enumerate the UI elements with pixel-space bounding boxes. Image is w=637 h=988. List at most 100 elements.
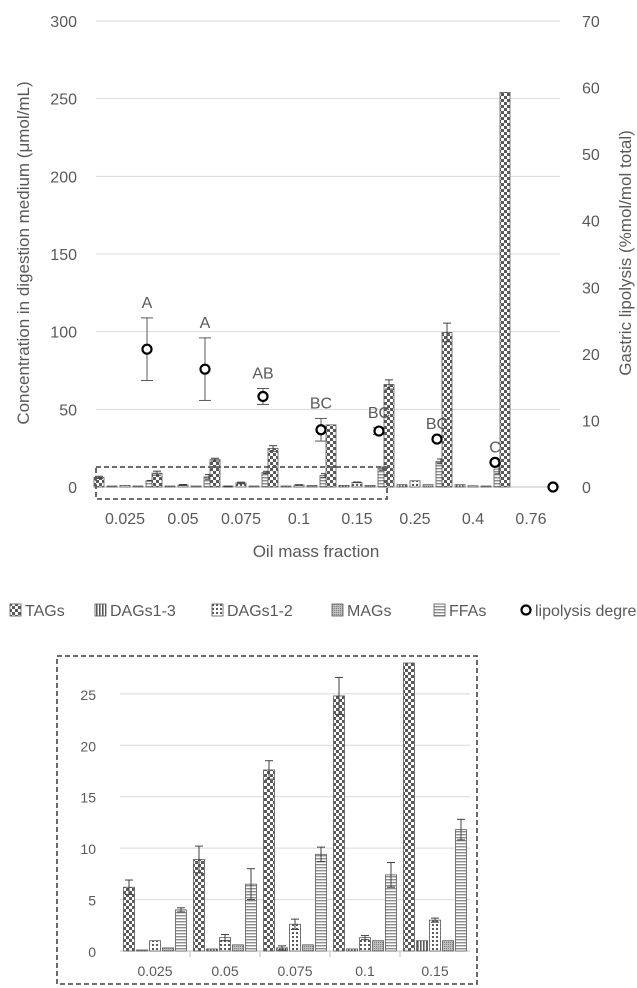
- significance-letter: AB: [252, 365, 273, 382]
- significance-letter: BC: [368, 405, 390, 422]
- main-bar-tags: [209, 459, 221, 488]
- main-bar-tags: [383, 384, 395, 488]
- inset-bar-dags1-3: [346, 948, 358, 952]
- legend-label-dags1-2: DAGs1-2: [227, 603, 293, 620]
- inset-bar-mags: [372, 940, 384, 952]
- legend: TAGs DAGs1-3 DAGs1-2 MAGs FFAs lipolysis degr…: [9, 603, 637, 620]
- main-bar-dags1-3: [164, 485, 176, 488]
- legend-marker-mags: [331, 603, 344, 617]
- main-bar-mags: [480, 485, 492, 488]
- main-x-tick-label: 0.4: [462, 511, 484, 528]
- inset-y-tick-label: 5: [88, 893, 96, 909]
- inset-chart: 0 5 10 15 20 25 0.025 0.05 0.075 0.1 0.15: [56, 655, 478, 985]
- zoom-region-box: [95, 466, 388, 500]
- significance-letter: BC: [426, 416, 448, 433]
- main-y-tick-label: 250: [50, 92, 77, 109]
- inset-y-tick-label: 20: [80, 738, 96, 754]
- main-bar-dags1-3: [106, 485, 118, 488]
- main-bar-dags1-3: [454, 484, 466, 488]
- lipolysis-degree-point: [489, 456, 501, 468]
- inset-x-tick-label: 0.1: [355, 963, 375, 979]
- main-y2-tick-label: 0: [582, 480, 591, 497]
- legend-label-dags1-3: DAGs1-3: [110, 603, 176, 620]
- inset-x-tick-label: 0.15: [421, 963, 448, 979]
- main-y-tick-label: 150: [50, 247, 77, 264]
- main-x-tick-label: 0.025: [105, 511, 145, 528]
- inset-bar-dags1-2: [149, 940, 161, 952]
- lipolysis-degree-point: [315, 424, 327, 436]
- main-chart: 0 50 100 150 200 250 300 0 10 20 30 40 50 60 70 0.025…: [14, 14, 635, 561]
- inset-bar-tags: [333, 695, 345, 952]
- main-x-tick-label: 0.075: [221, 511, 261, 528]
- main-bar-tags: [325, 424, 337, 488]
- main-x-tick-label: 0.25: [399, 511, 430, 528]
- main-bar-mags: [248, 485, 260, 488]
- inset-y-tick-label: 25: [80, 687, 96, 703]
- inset-x-tick-label: 0.05: [211, 963, 238, 979]
- inset-x-axis-ticks: 0.025 0.05 0.075 0.1 0.15: [137, 951, 449, 979]
- inset-bar-mags: [302, 944, 314, 952]
- main-bar-mags: [132, 485, 144, 488]
- main-x-tick-label: 0.15: [341, 511, 372, 528]
- main-x-tick-label: 0.1: [288, 511, 310, 528]
- main-bar-mags: [364, 485, 376, 488]
- main-bar-tags: [499, 92, 511, 488]
- legend-marker-dags1-2: [211, 603, 224, 617]
- inset-bar-ffas: [315, 853, 327, 952]
- lipolysis-degree-point: [199, 363, 211, 375]
- main-x-tick-label: 0.05: [167, 511, 198, 528]
- legend-marker-lipolysis-degree: [520, 604, 532, 616]
- main-y2-tick-label: 70: [582, 14, 600, 31]
- inset-bar-tags: [403, 662, 415, 952]
- main-bar-dags1-3: [280, 485, 292, 488]
- main-bar-dags1-3: [396, 484, 408, 488]
- main-y2-tick-label: 30: [582, 280, 600, 297]
- inset-x-tick-label: 0.025: [137, 963, 172, 979]
- significance-letter: A: [200, 315, 211, 332]
- legend-label-tags: TAGs: [25, 603, 65, 620]
- inset-bar-dags1-3: [136, 949, 148, 952]
- main-y-tick-label: 100: [50, 325, 77, 342]
- inset-bar-dags1-3: [206, 948, 218, 952]
- main-y-tick-label: 0: [68, 480, 77, 497]
- legend-label-ffas: FFAs: [449, 603, 486, 620]
- main-bar-dags1-2: [467, 485, 479, 488]
- lipolysis-degree-point: [257, 390, 269, 403]
- inset-bars: [123, 662, 467, 952]
- main-bar-tags: [441, 332, 453, 488]
- legend-marker-ffas: [433, 603, 446, 617]
- main-y-tick-label: 200: [50, 169, 77, 186]
- main-y2-tick-label: 20: [582, 347, 600, 364]
- main-bar-dags1-3: [338, 485, 350, 488]
- legend-label-mags: MAGs: [347, 603, 391, 620]
- main-y2-axis-title: Gastric lipolysis (%mol/mol total): [616, 130, 635, 376]
- inset-bar-mags: [442, 940, 454, 952]
- inset-bar-ffas: [455, 829, 467, 952]
- main-x-axis-ticks: 0.025 0.05 0.075 0.1 0.15 0.25 0.4 0.76: [105, 511, 547, 528]
- legend-marker-dags1-3: [94, 603, 107, 617]
- significance-letter: A: [142, 295, 153, 312]
- inset-frame: [56, 655, 478, 985]
- inset-bar-mags: [162, 947, 174, 952]
- inset-bar-tags: [263, 769, 275, 952]
- main-bar-mags: [190, 485, 202, 488]
- inset-bar-dags1-2: [429, 919, 441, 952]
- inset-bar-ffas: [175, 909, 187, 952]
- main-gridlines: [96, 20, 560, 488]
- main-y2-tick-label: 60: [582, 81, 600, 98]
- inset-gridlines: [120, 693, 470, 952]
- legend-label-lipolysis-degree: lipolysis degree: [535, 603, 637, 620]
- main-y2-tick-label: 40: [582, 214, 600, 231]
- main-x-axis-title: Oil mass fraction: [253, 542, 380, 561]
- main-bar-mags: [422, 484, 434, 488]
- inset-y-tick-label: 10: [80, 841, 96, 857]
- inset-y-tick-label: 0: [88, 944, 96, 960]
- inset-bar-tags: [123, 886, 135, 952]
- main-lipolysis-markers: A A AB BC BC BC C: [141, 295, 559, 493]
- inset-bar-dags1-3: [416, 940, 428, 952]
- main-x-tick-label: 0.76: [515, 511, 546, 528]
- lipolysis-degree-point: [373, 425, 385, 437]
- lipolysis-degree-point: [431, 433, 443, 445]
- main-y-axis-title: Concentration in digestion medium (μmol/…: [14, 81, 33, 424]
